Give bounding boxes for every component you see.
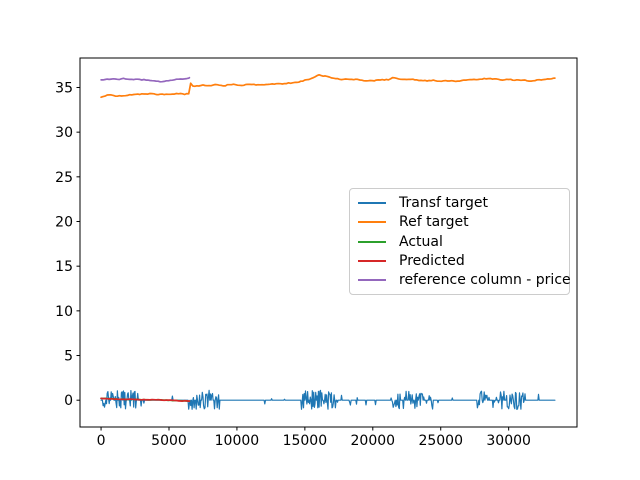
legend-entry: Predicted [358, 251, 561, 270]
legend-entry: reference column - price [358, 271, 571, 290]
x-tick-label: 10000 [215, 433, 260, 449]
x-tick-label: 0 [97, 433, 106, 449]
x-tick-label: 5000 [151, 433, 187, 449]
y-tick-label: 35 [55, 80, 73, 96]
series-line-predicted [100, 397, 191, 402]
legend-swatch-icon [358, 259, 386, 262]
x-tick-label: 30000 [486, 433, 531, 449]
legend-swatch-icon [358, 240, 386, 243]
y-tick-label: 30 [55, 125, 73, 141]
legend-entry: Ref target [358, 212, 561, 231]
x-tick-label: 15000 [283, 433, 328, 449]
series-line-reference-column-price [100, 76, 191, 83]
legend-swatch-icon [358, 279, 386, 282]
legend-label: Transf target [399, 194, 488, 211]
x-tick-label: 25000 [418, 433, 463, 449]
legend-label: Actual [399, 233, 443, 250]
legend-entry: Actual [358, 232, 561, 251]
legend: Transf target Ref target Actual Predicted re… [349, 188, 571, 295]
legend-swatch-icon [358, 201, 386, 204]
legend-label: reference column - price [399, 272, 571, 289]
series-line-ref-target [100, 73, 556, 99]
plot-border [79, 57, 578, 428]
y-tick-label: 15 [55, 259, 73, 275]
legend-label: Predicted [399, 252, 465, 269]
legend-swatch-icon [358, 221, 386, 224]
y-tick-label: 0 [64, 393, 73, 409]
y-tick-label: 20 [55, 215, 73, 231]
y-tick-label: 10 [55, 304, 73, 320]
legend-label: Ref target [399, 214, 469, 231]
x-tick-label: 20000 [351, 433, 396, 449]
y-tick-label: 5 [64, 349, 73, 365]
y-tick-label: 25 [55, 170, 73, 186]
legend-entry: Transf target [358, 193, 561, 212]
